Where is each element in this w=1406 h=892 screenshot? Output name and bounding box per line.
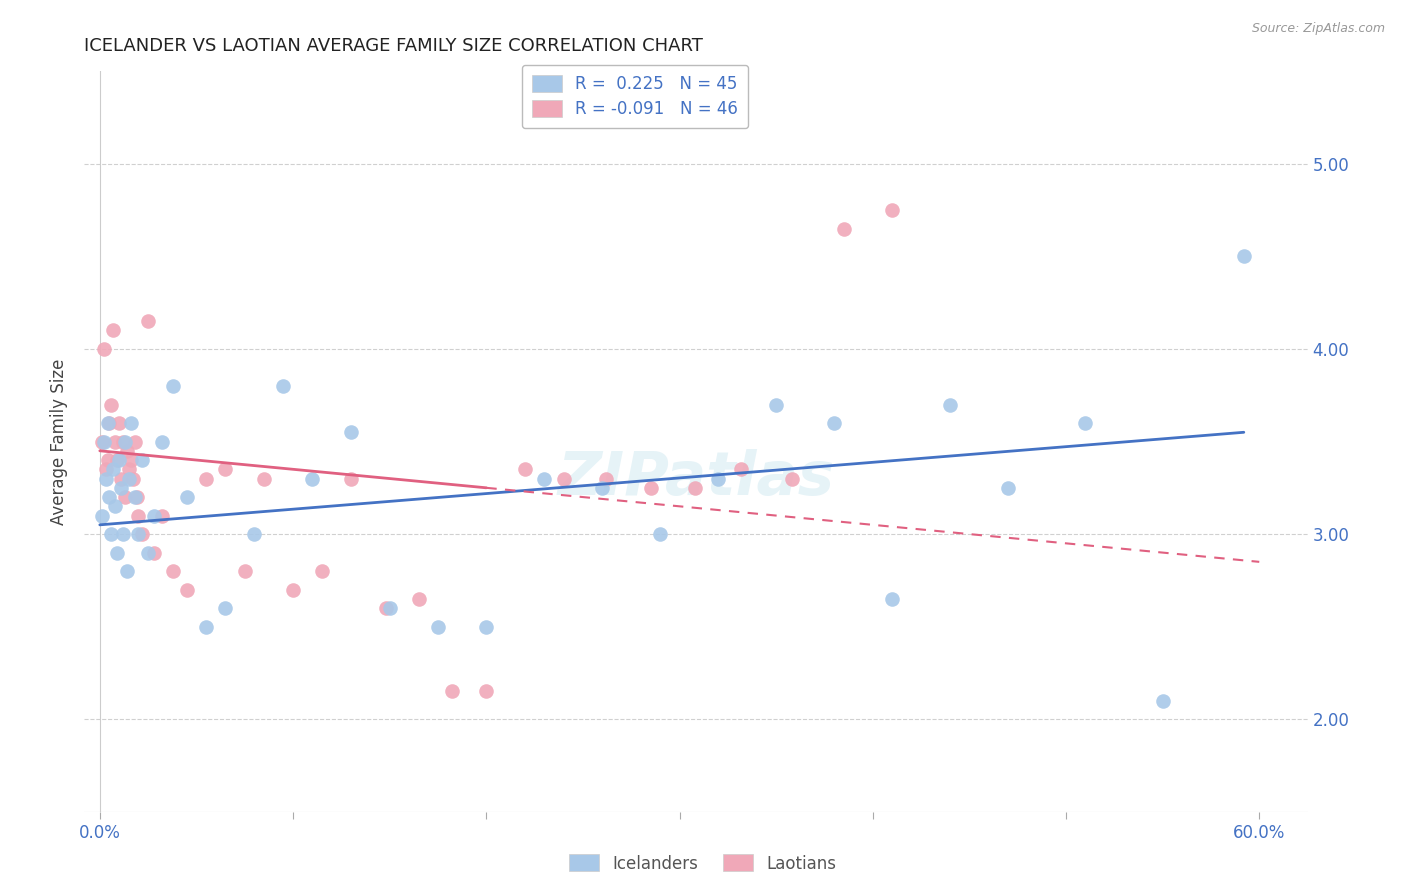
Point xyxy=(111,527,134,541)
Point xyxy=(124,434,146,449)
Point xyxy=(832,221,855,235)
Point xyxy=(195,619,218,633)
Point xyxy=(127,508,149,523)
Point xyxy=(378,601,401,615)
Point xyxy=(98,490,121,504)
Point xyxy=(281,582,304,597)
Y-axis label: Average Family Size: Average Family Size xyxy=(51,359,69,524)
Point xyxy=(214,601,236,615)
Point xyxy=(100,527,122,541)
Point xyxy=(103,324,125,338)
Point xyxy=(765,397,787,411)
Point xyxy=(136,314,159,328)
Point xyxy=(150,508,173,523)
Point xyxy=(640,481,662,495)
Point xyxy=(111,434,134,449)
Point xyxy=(142,508,165,523)
Point xyxy=(131,453,153,467)
Point xyxy=(730,462,752,476)
Point xyxy=(121,471,143,485)
Point xyxy=(780,471,803,485)
Point xyxy=(108,453,131,467)
Point xyxy=(475,684,498,698)
Point xyxy=(105,546,128,560)
Point xyxy=(301,471,323,485)
Point xyxy=(553,471,575,485)
Point xyxy=(94,471,117,485)
Point xyxy=(96,416,118,430)
Point xyxy=(93,342,115,356)
Point xyxy=(882,591,904,606)
Point xyxy=(214,462,236,476)
Point xyxy=(93,434,115,449)
Point xyxy=(120,453,142,467)
Point xyxy=(311,564,333,578)
Point xyxy=(90,508,112,523)
Point xyxy=(997,481,1019,495)
Point xyxy=(176,582,198,597)
Point xyxy=(683,481,706,495)
Point xyxy=(108,416,131,430)
Point xyxy=(127,527,149,541)
Point xyxy=(273,379,295,393)
Point xyxy=(475,619,498,633)
Point xyxy=(939,397,962,411)
Point xyxy=(1233,250,1256,264)
Point xyxy=(131,527,153,541)
Point xyxy=(243,527,266,541)
Point xyxy=(105,453,128,467)
Point xyxy=(103,462,125,476)
Point xyxy=(233,564,256,578)
Point xyxy=(124,490,146,504)
Point xyxy=(707,471,730,485)
Point xyxy=(195,471,218,485)
Text: ICELANDER VS LAOTIAN AVERAGE FAMILY SIZE CORRELATION CHART: ICELANDER VS LAOTIAN AVERAGE FAMILY SIZE… xyxy=(84,37,703,54)
Point xyxy=(100,397,122,411)
Point xyxy=(1074,416,1097,430)
Point xyxy=(104,500,127,514)
Point xyxy=(125,490,148,504)
Text: Source: ZipAtlas.com: Source: ZipAtlas.com xyxy=(1251,22,1385,36)
Point xyxy=(162,564,184,578)
Point xyxy=(96,453,118,467)
Point xyxy=(374,601,396,615)
Point xyxy=(115,443,138,458)
Point xyxy=(513,462,536,476)
Point xyxy=(176,490,198,504)
Point xyxy=(118,462,141,476)
Point xyxy=(440,684,463,698)
Point xyxy=(136,546,159,560)
Point xyxy=(90,434,112,449)
Point xyxy=(533,471,555,485)
Point xyxy=(118,471,141,485)
Point xyxy=(162,379,184,393)
Point xyxy=(408,591,430,606)
Point xyxy=(340,471,363,485)
Point xyxy=(882,203,904,218)
Point xyxy=(120,416,142,430)
Point xyxy=(104,434,127,449)
Point xyxy=(142,546,165,560)
Point xyxy=(253,471,276,485)
Point xyxy=(650,527,672,541)
Point xyxy=(110,481,132,495)
Point xyxy=(591,481,613,495)
Point xyxy=(595,471,617,485)
Point xyxy=(823,416,845,430)
Point xyxy=(98,416,121,430)
Legend: Icelanders, Laotians: Icelanders, Laotians xyxy=(562,847,844,880)
Point xyxy=(1152,694,1174,708)
Legend: R =  0.225   N = 45, R = -0.091   N = 46: R = 0.225 N = 45, R = -0.091 N = 46 xyxy=(522,65,748,128)
Text: ZIPatlas: ZIPatlas xyxy=(557,449,835,508)
Point xyxy=(340,425,363,440)
Point xyxy=(110,471,132,485)
Point xyxy=(94,462,117,476)
Point xyxy=(150,434,173,449)
Point xyxy=(427,619,450,633)
Point xyxy=(114,434,136,449)
Point xyxy=(115,564,138,578)
Point xyxy=(114,490,136,504)
